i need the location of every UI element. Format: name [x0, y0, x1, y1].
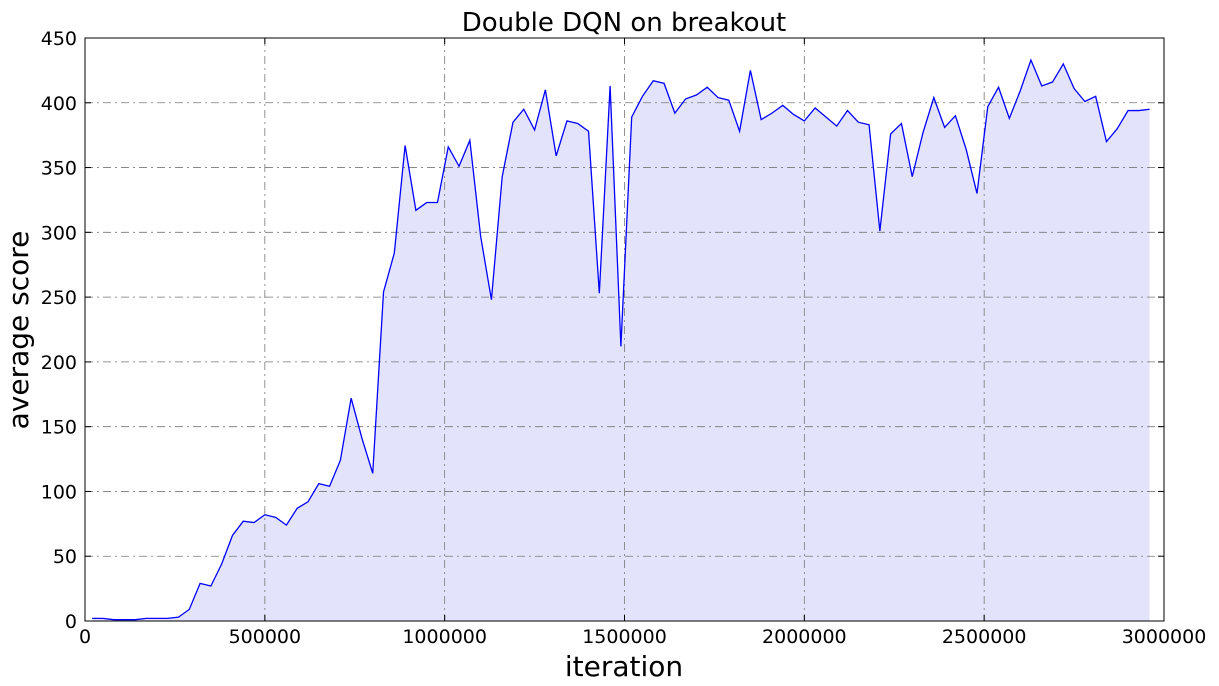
x-tick-label: 500000 [229, 626, 302, 648]
x-tick-label: 3000000 [1122, 626, 1207, 648]
line [92, 58, 1150, 621]
plot-frame [84, 37, 1165, 622]
y-tick-label: 400 [41, 93, 77, 115]
x-tick-label: 2000000 [762, 626, 847, 648]
x-tick-label: 2500000 [942, 626, 1027, 648]
y-tick-label: 300 [41, 222, 77, 244]
x-tick-label: 0 [79, 626, 91, 648]
y-tick-label: 150 [41, 417, 77, 439]
chart-title: Double DQN on breakout [462, 8, 787, 38]
y-tick-label: 450 [41, 28, 77, 50]
x-tick-label: 1500000 [582, 626, 667, 648]
y-tick-label: 50 [53, 546, 77, 568]
y-tick-label: 0 [65, 611, 77, 633]
y-tick-label: 200 [41, 352, 77, 374]
y-axis-label: average score [2, 231, 35, 430]
x-axis-label: iteration [565, 650, 683, 683]
y-tick-label: 350 [41, 158, 77, 180]
x-tick-label: 1000000 [402, 626, 487, 648]
y-tick-label: 250 [41, 287, 77, 309]
y-tick-label: 100 [41, 481, 77, 503]
area-fill [92, 60, 1150, 622]
